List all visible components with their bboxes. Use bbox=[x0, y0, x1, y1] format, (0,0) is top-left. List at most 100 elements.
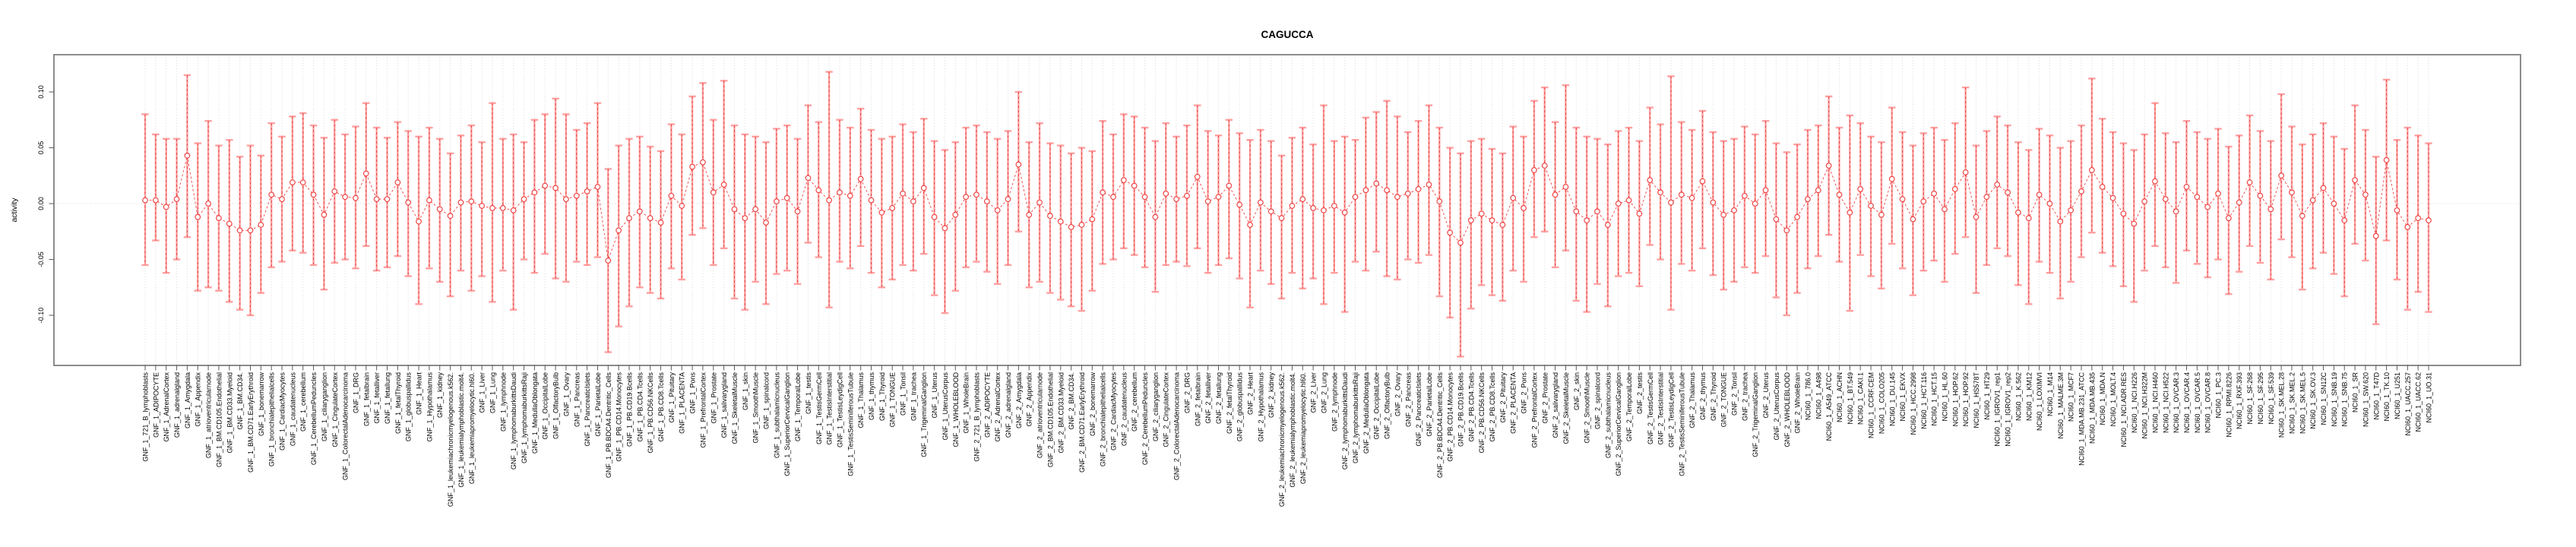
data-point bbox=[2183, 184, 2190, 190]
x-tick-label: GNF_1_globuspallidus bbox=[405, 372, 413, 442]
x-tick-label: GNF_1_Prostate bbox=[710, 372, 717, 424]
x-tick-label: GNF_2_Tonsil bbox=[1731, 372, 1739, 416]
data-point bbox=[1068, 223, 1074, 230]
data-point bbox=[173, 196, 180, 202]
data-point bbox=[1562, 184, 1569, 190]
data-point bbox=[2289, 189, 2295, 196]
x-tick-label: GNF_1_Thalamus bbox=[857, 372, 865, 428]
data-point bbox=[342, 194, 348, 201]
x-tick-label: GNF_1_Ovary bbox=[562, 372, 570, 417]
x-tick-label: GNF_2_OlfactoryBulb bbox=[1384, 372, 1391, 439]
data-point bbox=[742, 215, 748, 221]
x-tick-label: GNF_1_fetalliver bbox=[373, 372, 381, 424]
x-tick-label: GNF_2_TONGUE bbox=[1720, 372, 1728, 427]
x-tick-label: GNF_1_kidney bbox=[436, 372, 444, 419]
data-point bbox=[2362, 191, 2369, 198]
x-tick-label: NCI60_1_ACHN bbox=[1836, 372, 1843, 422]
x-tick-label: NCI60_1_MDA.MB.435 bbox=[2088, 372, 2096, 444]
data-point bbox=[1720, 211, 1727, 218]
data-point bbox=[2267, 206, 2274, 213]
x-tick-label: GNF_1_MedullaOblongata bbox=[531, 372, 539, 454]
data-point bbox=[1636, 210, 1643, 217]
x-tick-label: GNF_2_lymphnode bbox=[1331, 372, 1338, 432]
data-point bbox=[1878, 211, 1885, 218]
x-tick-label: GNF_2_testis bbox=[1636, 372, 1644, 415]
data-point bbox=[994, 207, 1001, 213]
x-tick-label: GNF_1_TONGUE bbox=[889, 372, 897, 427]
x-tick-label: NCI60_1_NCI.ADR.RES bbox=[2120, 372, 2128, 447]
x-tick-label: GNF_2_Uterus bbox=[1762, 372, 1770, 419]
error-bar bbox=[1541, 86, 1549, 232]
x-tick-label: GNF_2_fetalliver bbox=[1204, 372, 1212, 424]
x-tick-label: NCI60_1_SR bbox=[2352, 372, 2359, 413]
data-point bbox=[1815, 187, 1821, 194]
y-tick-label: 0.05 bbox=[37, 141, 45, 155]
data-point bbox=[2426, 217, 2432, 223]
x-tick-label: GNF_2_PB.CD19.Bcells bbox=[1457, 372, 1464, 447]
x-tick-label: NCI60_1_BT.549 bbox=[1847, 372, 1854, 425]
x-tick-label: GNF_1_TemporalLobe bbox=[794, 372, 802, 441]
data-point bbox=[2299, 213, 2305, 220]
x-tick-label: GNF_2_PB.CD14.Monocytes bbox=[1447, 372, 1454, 462]
error-bar bbox=[1362, 116, 1370, 272]
x-tick-label: GNF_2_cerebellum bbox=[1131, 372, 1138, 432]
x-tick-label: GNF_1_Heart bbox=[416, 372, 423, 416]
data-point bbox=[963, 194, 970, 201]
data-point bbox=[542, 182, 549, 189]
x-tick-label: NCI60_1_TK.10 bbox=[2383, 372, 2391, 422]
data-point bbox=[2215, 190, 2221, 197]
error-bar bbox=[1435, 126, 1443, 298]
data-point bbox=[1668, 199, 1674, 206]
x-tick-label: GNF_2_UterusCorpus bbox=[1773, 372, 1780, 441]
data-point bbox=[805, 175, 812, 182]
x-tick-label: GNF_1_Hypothalamus bbox=[426, 372, 433, 442]
error-bar bbox=[1078, 147, 1086, 312]
error-bar bbox=[1562, 84, 1570, 251]
error-bar bbox=[2025, 149, 2033, 305]
data-point bbox=[2246, 179, 2253, 185]
x-tick-label: GNF_1_PrefrontalCortex bbox=[699, 372, 707, 448]
data-point bbox=[2204, 204, 2211, 210]
data-point bbox=[2404, 223, 2411, 230]
x-tick-label: GNF_2_DRG bbox=[1183, 372, 1191, 413]
data-point bbox=[774, 198, 780, 204]
x-tick-label: GNF_1_fetallung bbox=[384, 372, 391, 424]
x-tick-label: GNF_2_TrigeminalGanglion bbox=[1752, 372, 1759, 457]
data-point bbox=[1699, 178, 1706, 185]
data-point bbox=[636, 208, 643, 215]
data-point bbox=[1983, 194, 1990, 201]
data-point bbox=[1457, 239, 1464, 246]
data-point bbox=[1247, 222, 1253, 228]
x-tick-label: GNF_1_BM.CD34. bbox=[236, 372, 244, 430]
x-tick-label: GNF_2_TemporalLobe bbox=[1625, 372, 1633, 441]
data-point bbox=[416, 218, 422, 225]
x-tick-label: GNF_1_caudatenucleus bbox=[289, 372, 296, 447]
data-point bbox=[1384, 187, 1390, 194]
data-point bbox=[1499, 222, 1506, 228]
x-tick-label: GNF_1_Tonsil bbox=[900, 372, 907, 416]
data-point bbox=[1868, 203, 1874, 209]
x-tick-label: GNF_2_Heart bbox=[1247, 372, 1255, 416]
error-bar bbox=[1299, 126, 1306, 289]
data-point bbox=[2226, 215, 2232, 221]
data-point bbox=[1078, 222, 1085, 228]
data-point bbox=[1131, 182, 1138, 189]
error-bar bbox=[394, 121, 402, 258]
data-point bbox=[384, 196, 391, 202]
data-point bbox=[1657, 189, 1663, 196]
x-tick-label: NCI60_1_IGROV1_rep2 bbox=[2005, 372, 2012, 447]
error-bar bbox=[1351, 139, 1359, 263]
x-tick-label: GNF_1_bonemarrow bbox=[258, 372, 265, 437]
x-tick-label: NCI60_1_MDA.MB.231_ATCC bbox=[2078, 372, 2086, 466]
error-bar bbox=[615, 144, 622, 327]
data-point bbox=[331, 188, 338, 194]
data-point bbox=[2025, 215, 2032, 221]
data-point bbox=[616, 227, 622, 234]
x-tick-label: GNF_2_leukemiapromyelocytic.hl60. bbox=[1299, 372, 1307, 484]
x-tick-label: NCI60_1_UACC.257 bbox=[2404, 372, 2412, 436]
x-tick-label: GNF_1_BM.CD71.EarlyErythroid bbox=[247, 372, 255, 473]
x-tick-label: GNF_1_fetalThyroid bbox=[394, 372, 402, 434]
x-tick-label: GNF_1_CingulateCortex bbox=[331, 372, 339, 447]
